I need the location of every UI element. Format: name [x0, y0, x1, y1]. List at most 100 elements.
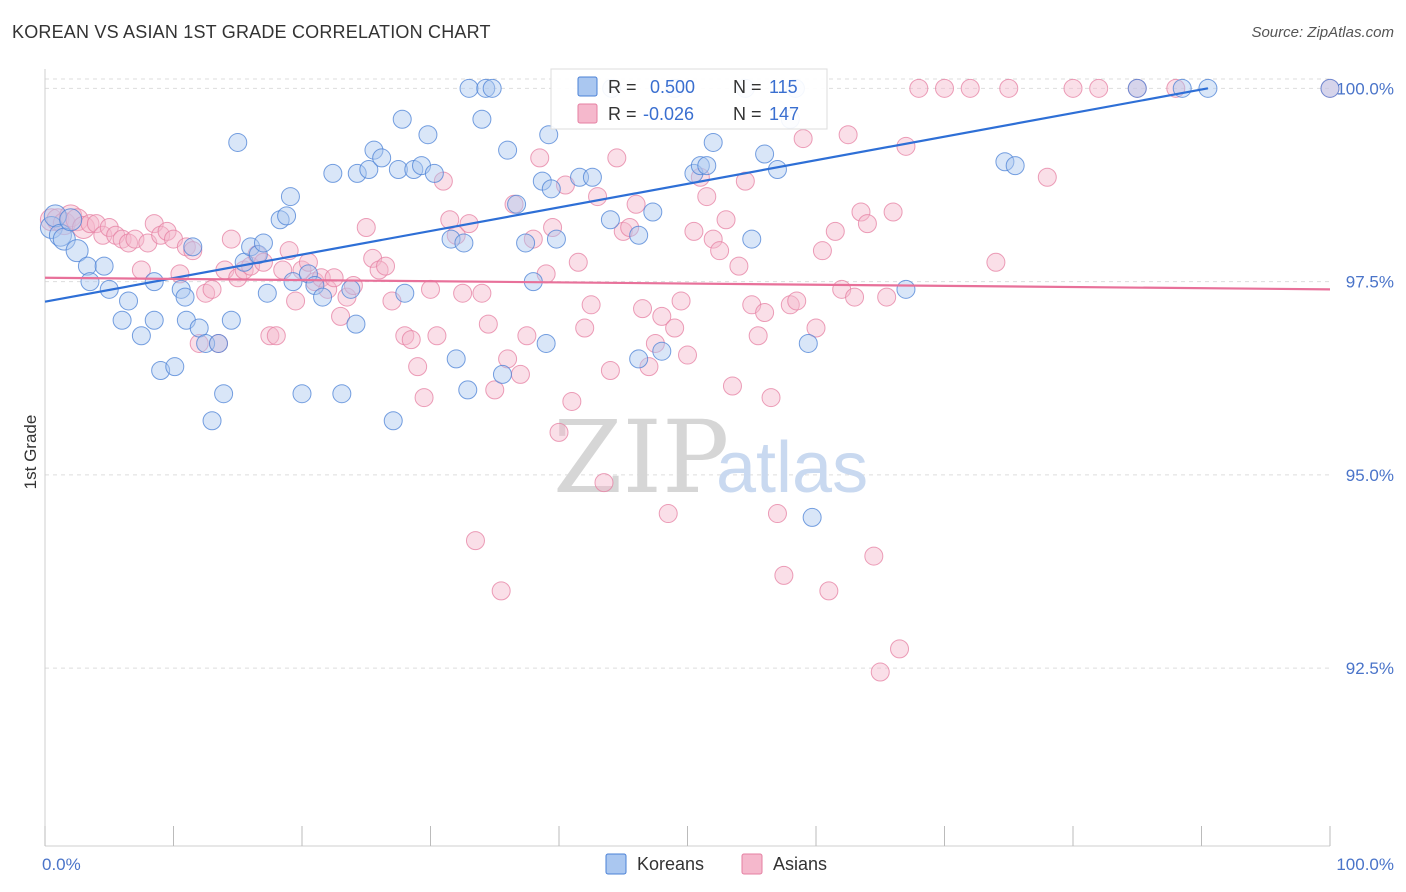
korean-point — [241, 237, 261, 257]
korean-point — [896, 279, 916, 299]
korean-point — [755, 144, 775, 164]
asian-point — [774, 565, 794, 585]
asian-point — [86, 214, 106, 234]
asian-point — [845, 287, 865, 307]
axes — [44, 69, 1331, 847]
korean-point — [372, 148, 392, 168]
asian-point — [697, 187, 717, 207]
asian-point — [665, 318, 685, 338]
asian-point — [594, 473, 614, 493]
korean-point — [43, 204, 67, 228]
korean-point — [703, 132, 723, 152]
korean-point — [359, 160, 379, 180]
y-tick-label: 97.5% — [1346, 273, 1394, 292]
korean-point — [208, 333, 228, 353]
stats-r-label-koreans: R = — [608, 77, 637, 97]
asian-point — [633, 299, 653, 319]
asian-point — [260, 326, 280, 346]
korean-point — [482, 78, 502, 98]
korean-point — [94, 256, 114, 276]
stats-r-label-asians: R = — [608, 104, 637, 124]
korean-point — [424, 163, 444, 183]
stats-swatch-asians — [577, 103, 598, 124]
asian-point — [517, 326, 537, 346]
stats-swatch-koreans — [577, 76, 598, 97]
asian-point — [485, 380, 505, 400]
asian-point — [722, 376, 742, 396]
korean-point — [388, 160, 408, 180]
korean-point — [629, 349, 649, 369]
legend-label-asians: Asians — [773, 854, 827, 874]
asian-point — [684, 221, 704, 241]
korean-point — [418, 125, 438, 145]
stats-r-value-koreans: 0.500 — [650, 77, 695, 97]
watermark-atlas: atlas — [716, 428, 868, 508]
y-tick-label: 100.0% — [1336, 79, 1394, 98]
korean-point — [131, 326, 151, 346]
y-tick-label: 92.5% — [1346, 659, 1394, 678]
asian-point — [857, 214, 877, 234]
asian-point — [767, 504, 787, 524]
asian-point — [286, 291, 306, 311]
asian-point — [1063, 78, 1083, 98]
asian-point — [761, 388, 781, 408]
korean-point — [600, 210, 620, 230]
korean-point — [742, 229, 762, 249]
x-tick-label-max: 100.0% — [1336, 855, 1394, 874]
y-axis-label: 1st Grade — [21, 415, 40, 490]
asian-point — [202, 279, 222, 299]
korean-point — [459, 78, 479, 98]
legend: Koreans Asians — [605, 853, 827, 875]
asian-point — [324, 268, 344, 288]
korean-point — [995, 152, 1015, 172]
korean-point — [507, 194, 527, 214]
korean-point — [1127, 78, 1147, 98]
asian-point — [626, 194, 646, 214]
korean-point — [346, 314, 366, 334]
korean-point — [364, 140, 384, 160]
stats-n-value-asians: 147 — [769, 104, 799, 124]
korean-point — [383, 411, 403, 431]
korean-point — [347, 163, 367, 183]
asian-point — [787, 291, 807, 311]
korean-point — [183, 237, 203, 257]
korean-point — [253, 233, 273, 253]
korean-point — [643, 202, 663, 222]
korean-point — [77, 256, 97, 276]
asian-point — [376, 256, 396, 276]
asian-point — [99, 217, 119, 237]
asian-point — [575, 318, 595, 338]
korean-point — [516, 233, 536, 253]
korean-point — [59, 208, 83, 232]
y-tick-labels: 92.5% 95.0% 97.5% 100.0% — [1336, 79, 1394, 678]
korean-point — [652, 341, 672, 361]
asian-point — [671, 291, 691, 311]
korean-point — [313, 287, 333, 307]
asian-point — [825, 221, 845, 241]
asian-point — [549, 422, 569, 442]
asian-point — [755, 303, 775, 323]
asian-point — [331, 306, 351, 326]
korean-point — [80, 272, 100, 292]
asian-point — [652, 306, 672, 326]
korean-point — [112, 310, 132, 330]
korean-point — [144, 310, 164, 330]
korean-point — [1005, 156, 1025, 176]
asian-point — [356, 217, 376, 237]
asian-point — [491, 581, 511, 601]
asian-point — [478, 314, 498, 334]
korean-point — [546, 229, 566, 249]
asian-point — [986, 252, 1006, 272]
asian-point — [530, 148, 550, 168]
korean-point — [221, 310, 241, 330]
asian-point — [453, 283, 473, 303]
asian-point — [266, 326, 286, 346]
asian-point — [748, 326, 768, 346]
korean-point — [228, 132, 248, 152]
korean-point — [341, 279, 361, 299]
y-tick-label: 95.0% — [1346, 466, 1394, 485]
stats-n-label-koreans: N = — [733, 77, 762, 97]
korean-point — [498, 140, 518, 160]
korean-point — [277, 206, 297, 226]
